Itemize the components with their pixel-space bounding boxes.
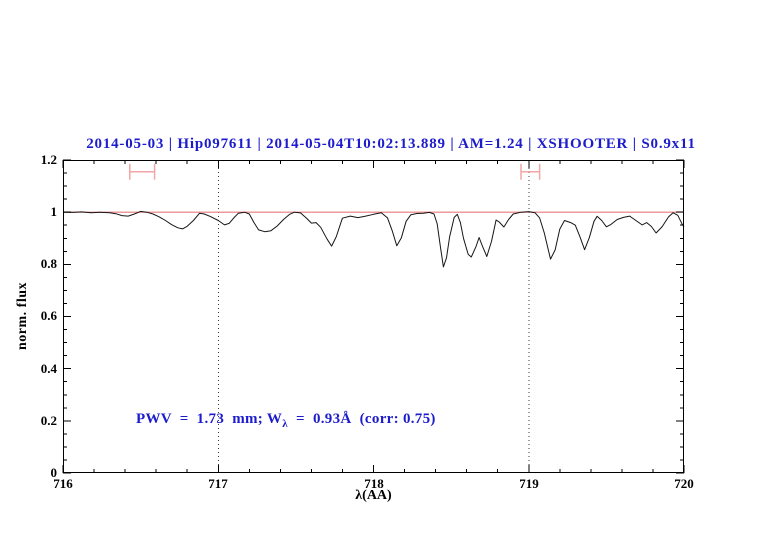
y-axis-title: norm. flux (15, 282, 30, 350)
x-tick-label-717: 717 (208, 476, 228, 491)
spectrum-chart-svg (62, 159, 685, 474)
y-tick-label-0.6: 0.6 (40, 308, 57, 323)
y-tick-label-0.8: 0.8 (40, 256, 57, 271)
plot-frame (63, 160, 684, 473)
x-tick-label-716: 716 (53, 476, 73, 491)
plot-title: 2014-05-03 | Hip097611 | 2014-05-04T10:0… (86, 136, 696, 152)
x-tick-label-719: 719 (519, 476, 539, 491)
x-tick-label-720: 720 (674, 476, 694, 491)
y-tick-label-1.2: 1.2 (40, 152, 57, 167)
pwv-annotation: PWV = 1.73 mm; Wλ = 0.93Å (corr: 0.75) (136, 411, 436, 430)
y-tick-label-1: 1 (50, 204, 58, 219)
pwv-annotation-post: = 0.93Å (corr: 0.75) (287, 411, 436, 427)
y-tick-label-0.2: 0.2 (40, 413, 57, 428)
pwv-annotation-pre: PWV = 1.73 mm; W (136, 411, 283, 427)
y-tick-label-0: 0 (50, 465, 58, 480)
x-tick-label-718: 718 (364, 476, 384, 491)
spectrum-line (62, 210, 685, 268)
lambda-subscript: λ (282, 418, 288, 430)
plot-area (62, 159, 685, 474)
y-tick-label-0.4: 0.4 (40, 361, 57, 376)
x-axis-title: λ(AA) (355, 488, 392, 503)
